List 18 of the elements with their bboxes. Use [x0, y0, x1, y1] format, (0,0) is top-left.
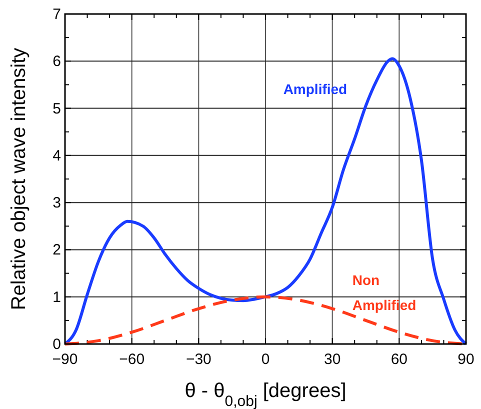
y-tick-label: 2 — [52, 242, 61, 259]
y-tick-label: 7 — [52, 6, 61, 23]
y-tick-label: 4 — [52, 147, 61, 164]
line-series — [64, 57, 468, 346]
y-tick-label: 5 — [52, 100, 61, 118]
x-tick-label: 60 — [390, 351, 408, 368]
x-axis-title: θ - θ$_{0,obj}$ [degrees] — [184, 380, 346, 409]
x-tick-label: −60 — [119, 351, 145, 368]
y-axis-title: Relative object wave intensity — [8, 48, 30, 310]
x-tick-label: −90 — [52, 351, 78, 368]
x-tick-label: −30 — [186, 351, 212, 368]
x-tick-label: 90 — [458, 351, 474, 368]
x-tick-label: 0 — [261, 351, 270, 368]
y-tick-label: 0 — [52, 336, 61, 353]
x-tick-label: 30 — [324, 351, 341, 368]
y-tick-label: 1 — [52, 288, 61, 306]
y-tick-label: 6 — [52, 53, 61, 70]
y-tick-label: 3 — [52, 194, 61, 212]
